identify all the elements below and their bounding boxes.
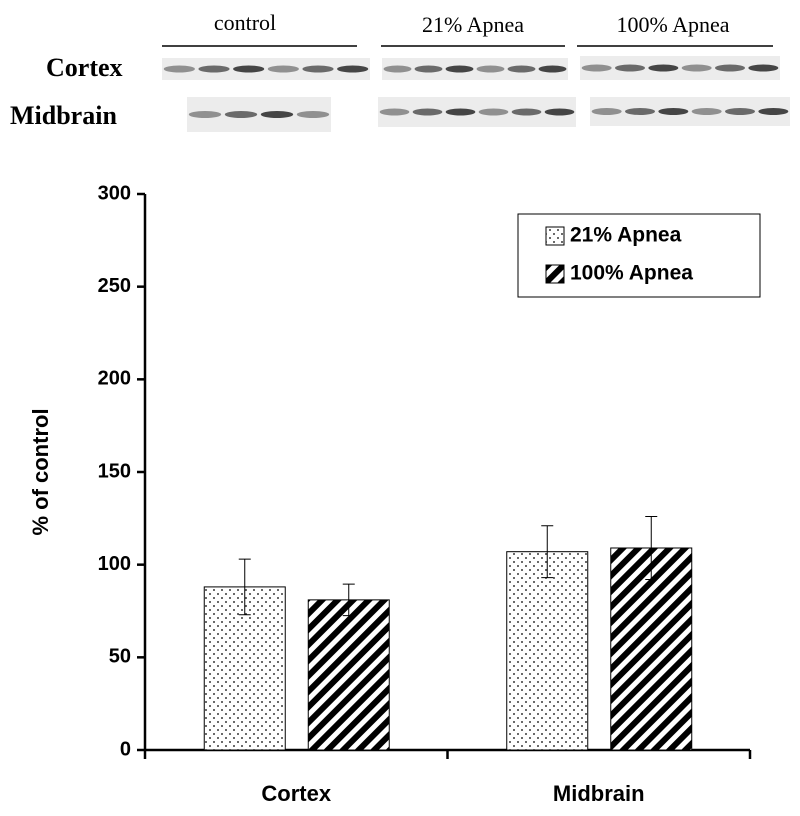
error-bar	[541, 525, 554, 579]
blot-row-label: Midbrain	[10, 101, 117, 130]
y-tick-label: 250	[98, 275, 131, 297]
blot-band	[507, 65, 536, 73]
blot-band	[445, 65, 474, 73]
legend-label: 100% Apnea	[570, 262, 693, 285]
blot-band	[267, 65, 299, 73]
legend-label: 21% Apnea	[570, 224, 682, 247]
blot-band	[691, 108, 722, 115]
blot-band	[379, 108, 410, 116]
blot-band	[758, 108, 789, 115]
blot-band	[198, 65, 230, 73]
blot-band	[337, 65, 369, 73]
error-bar	[342, 583, 355, 617]
legend-swatch	[545, 226, 565, 246]
blot-band	[224, 111, 258, 118]
blot-strip	[162, 58, 370, 80]
blot-group-label: 100% Apnea	[616, 12, 729, 37]
blot-band	[296, 111, 330, 118]
blot-band	[511, 108, 542, 116]
blot-band	[748, 64, 779, 72]
blot-band	[725, 108, 755, 115]
bar	[307, 599, 390, 751]
blot-band	[658, 108, 689, 115]
blot-band	[615, 64, 645, 72]
bar	[506, 551, 589, 751]
x-tick-label: Cortex	[261, 781, 331, 806]
blot-band	[445, 108, 476, 116]
blot-band	[544, 108, 575, 116]
blot-band	[260, 111, 294, 118]
blot-group-label: 21% Apnea	[422, 12, 524, 37]
blot-band	[163, 65, 195, 73]
error-bar	[238, 558, 251, 616]
blot-group-label: control	[214, 10, 276, 35]
blot-band	[681, 64, 712, 72]
blot-band	[233, 65, 265, 73]
blot-strip	[382, 58, 568, 80]
blot-images	[162, 56, 790, 132]
blot-band	[625, 108, 655, 115]
blot-band	[538, 65, 567, 73]
x-tick-label: Midbrain	[553, 781, 645, 806]
blot-band	[478, 108, 509, 116]
blot-band	[188, 111, 222, 118]
blot-row-label: Cortex	[46, 53, 123, 82]
blot-band	[412, 108, 443, 116]
error-bar	[645, 515, 658, 580]
blot-strip	[378, 97, 576, 127]
blot-band	[591, 108, 622, 115]
y-tick-label: 0	[120, 738, 131, 760]
y-tick-label: 200	[98, 368, 131, 390]
y-tick-label: 150	[98, 460, 131, 482]
blot-band	[715, 64, 745, 72]
y-tick-label: 50	[109, 646, 131, 668]
blot-band	[383, 65, 412, 73]
bar	[610, 547, 693, 751]
blot-band	[414, 65, 443, 73]
y-axis-label: % of control	[28, 408, 53, 535]
legend-swatch	[545, 264, 565, 284]
y-tick-label: 100	[98, 553, 131, 575]
blot-strip	[590, 97, 790, 126]
blot-strip	[580, 56, 780, 80]
blot-band	[648, 64, 679, 72]
blot-band	[302, 65, 334, 73]
y-tick-label: 300	[98, 182, 131, 204]
blot-band	[581, 64, 612, 72]
blot-band	[476, 65, 505, 73]
